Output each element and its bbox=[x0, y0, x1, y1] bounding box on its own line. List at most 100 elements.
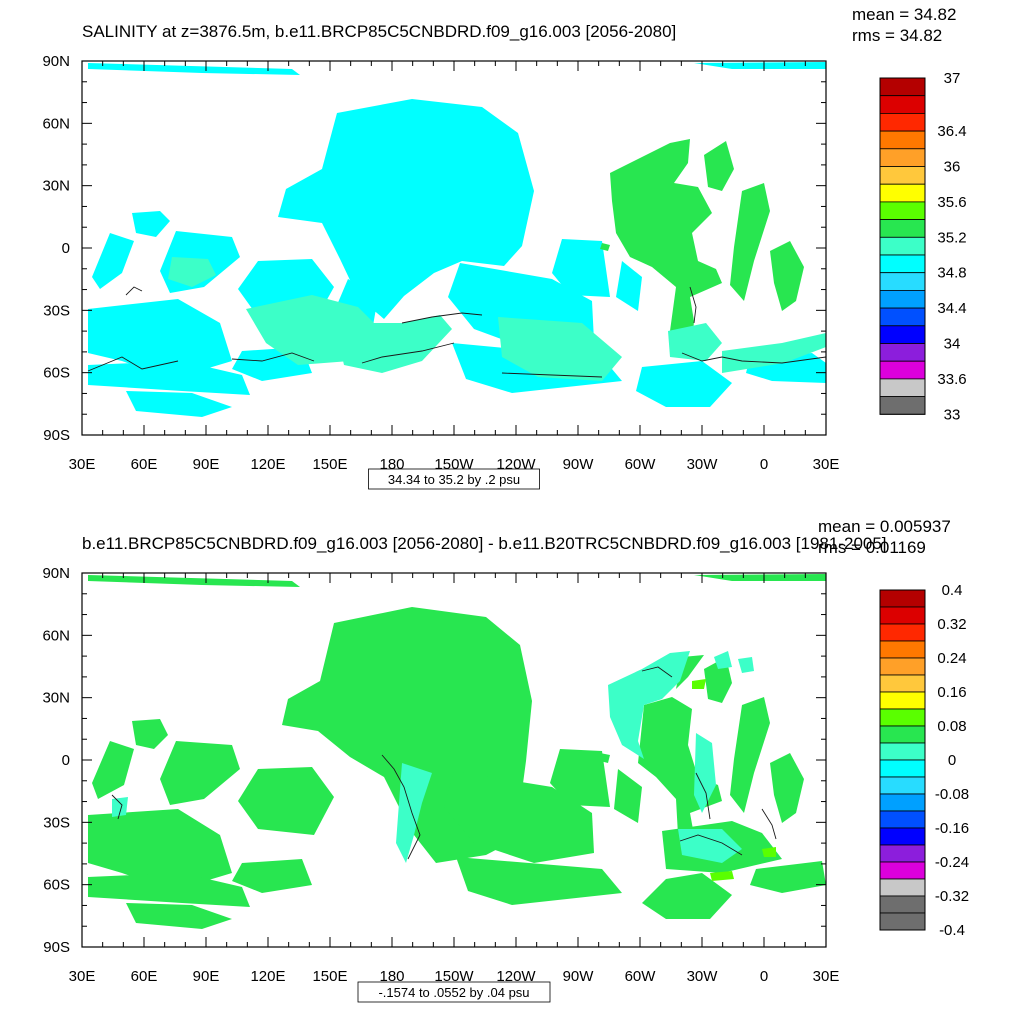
colorbar-label: 37 bbox=[944, 70, 961, 87]
field-deep-region bbox=[636, 361, 732, 407]
contour-info-box bbox=[368, 468, 540, 490]
field-negative-region bbox=[738, 657, 754, 673]
field-southern-region bbox=[668, 323, 722, 361]
x-tick-label: 30W bbox=[687, 968, 719, 985]
colorbar-label: 33 bbox=[944, 406, 961, 423]
field-main-region bbox=[750, 861, 826, 893]
colorbar-segment bbox=[879, 691, 926, 710]
field-deep-region bbox=[88, 299, 232, 379]
field-deep-region bbox=[126, 391, 232, 417]
colorbar-segment bbox=[879, 219, 926, 238]
field-deep-region bbox=[88, 361, 250, 395]
colorbar-segment bbox=[879, 623, 926, 642]
colorbar-segment bbox=[879, 307, 926, 327]
colorbar-label: -0.32 bbox=[935, 888, 969, 905]
x-tick-label: 30E bbox=[69, 456, 96, 473]
field-main-region bbox=[704, 657, 732, 703]
contour-line bbox=[111, 794, 123, 820]
x-tick-label: 90E bbox=[193, 968, 220, 985]
field-main-region bbox=[444, 771, 594, 863]
contour-info: -.1574 to .0552 by .04 psu bbox=[378, 985, 529, 1000]
colorbar-segment bbox=[879, 201, 926, 220]
colorbar-segment bbox=[879, 589, 926, 608]
colorbar-label: 34.4 bbox=[937, 300, 966, 317]
field-negative-region bbox=[112, 797, 128, 817]
contour-line bbox=[501, 372, 603, 378]
field-atlantic-region bbox=[730, 183, 770, 301]
colorbar-label: 36 bbox=[944, 159, 961, 176]
field-main-region bbox=[550, 749, 610, 807]
field-main-region bbox=[160, 741, 240, 805]
colorbar-label: -0.16 bbox=[935, 820, 969, 837]
y-tick-label: 60N bbox=[42, 627, 70, 644]
y-tick-label: 30S bbox=[43, 302, 70, 319]
colorbar-label: 33.6 bbox=[937, 371, 966, 388]
field-southern-region bbox=[338, 315, 452, 373]
colorbar-segment bbox=[879, 640, 926, 659]
x-tick-label: 30E bbox=[813, 456, 840, 473]
field-deep-region bbox=[132, 211, 170, 237]
field-deep-region bbox=[278, 99, 534, 319]
colorbar-segment bbox=[879, 289, 926, 309]
colorbar-segment bbox=[879, 130, 926, 150]
y-tick-label: 30N bbox=[42, 178, 70, 195]
x-tick-label: 150E bbox=[312, 456, 347, 473]
contour-line bbox=[401, 312, 483, 324]
y-tick-label: 90S bbox=[43, 939, 70, 956]
panel-title: SALINITY at z=3876.5m, b.e11.BRCP85C5CNB… bbox=[82, 22, 676, 41]
contour-line bbox=[641, 666, 673, 678]
colorbar-segment bbox=[879, 236, 926, 256]
field-negative-region bbox=[396, 763, 432, 863]
field-deep-region bbox=[92, 233, 134, 289]
y-tick-label: 60N bbox=[42, 115, 70, 132]
x-tick-label: 30W bbox=[687, 456, 719, 473]
colorbar-label: 0.32 bbox=[937, 616, 966, 633]
contour-line bbox=[87, 356, 179, 372]
y-tick-label: 90N bbox=[42, 53, 70, 70]
rms-stat: rms = 34.82 bbox=[852, 26, 942, 45]
contour-info-box bbox=[357, 981, 551, 1003]
contour-line bbox=[231, 352, 315, 362]
colorbar-label: -0.24 bbox=[935, 854, 969, 871]
x-tick-label: 180 bbox=[379, 968, 404, 985]
y-tick-label: 60S bbox=[43, 365, 70, 382]
map-panel-1: SALINITY at z=3876.5m, b.e11.BRCP85C5CNB… bbox=[42, 5, 967, 490]
colorbar-segment bbox=[879, 657, 926, 676]
colorbar-segment bbox=[879, 742, 926, 761]
field-layer bbox=[88, 574, 826, 929]
colorbar-segment bbox=[879, 793, 926, 812]
x-tick-label: 0 bbox=[760, 456, 768, 473]
y-tick-label: 30S bbox=[43, 814, 70, 831]
contour-line bbox=[761, 808, 777, 840]
colorbar-segment bbox=[879, 759, 926, 778]
colorbar-label: 36.4 bbox=[937, 123, 966, 140]
colorbar-segment bbox=[879, 166, 926, 185]
field-southern-region bbox=[168, 257, 216, 287]
mean-stat: mean = 0.005937 bbox=[818, 517, 951, 536]
x-tick-label: 90W bbox=[563, 456, 595, 473]
y-tick-label: 30N bbox=[42, 690, 70, 707]
colorbar-label: 34.8 bbox=[937, 265, 966, 282]
rms-stat: rms = 0.01169 bbox=[818, 538, 926, 557]
field-main-region bbox=[126, 903, 232, 929]
field-negative-region bbox=[694, 733, 716, 813]
x-tick-label: 90W bbox=[563, 968, 595, 985]
field-positive-region bbox=[762, 847, 776, 857]
x-tick-label: 60W bbox=[625, 968, 657, 985]
contour-line bbox=[125, 286, 143, 296]
colorbar-segment bbox=[879, 776, 926, 795]
colorbar-segment bbox=[879, 895, 926, 914]
y-tick-label: 0 bbox=[62, 752, 70, 769]
colorbar-label: 35.2 bbox=[937, 229, 966, 246]
y-tick-label: 90N bbox=[42, 565, 70, 582]
colorbar-segment bbox=[879, 343, 926, 362]
x-tick-label: 150W bbox=[434, 968, 474, 985]
colorbar-segment bbox=[879, 325, 926, 344]
x-tick-label: 30E bbox=[813, 968, 840, 985]
contour-info: 34.34 to 35.2 by .2 psu bbox=[388, 472, 520, 487]
field-negative-region bbox=[678, 829, 742, 863]
colorbar-segment bbox=[879, 810, 926, 829]
colorbar-label: -0.08 bbox=[935, 786, 969, 803]
colorbar-label: 0 bbox=[948, 752, 956, 769]
